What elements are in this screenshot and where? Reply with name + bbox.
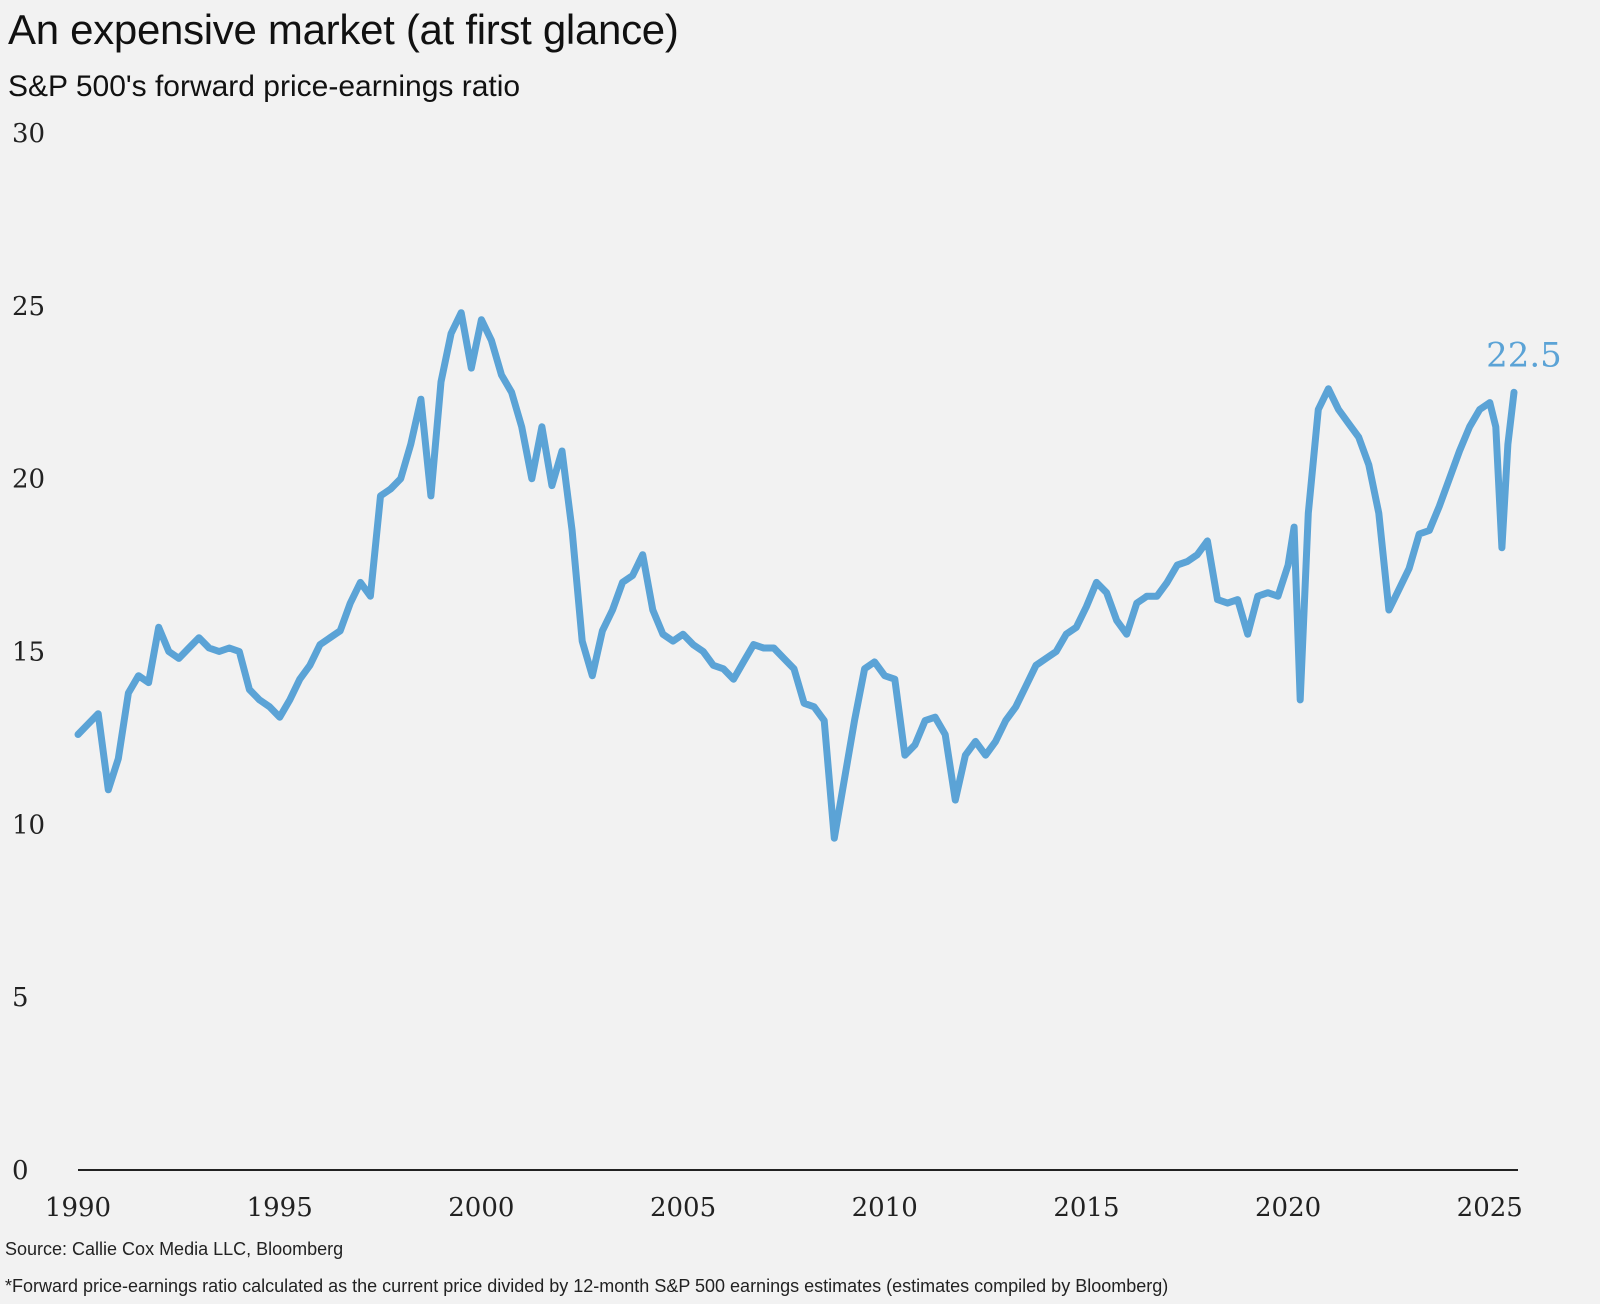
series-group: 22.5 [74,309,1562,842]
x-tick-label: 2000 [448,1193,514,1223]
end-value-label: 22.5 [1486,335,1562,375]
footnote: *Forward price-earnings ratio calculated… [5,1276,1169,1296]
chart-subtitle: S&P 500's forward price-earnings ratio [8,70,521,103]
y-tick-label: 0 [12,1156,29,1186]
y-tick-label: 5 [12,983,29,1013]
x-tick-label: 2020 [1255,1193,1321,1223]
x-tick-label: 1990 [45,1193,111,1223]
source-note: Source: Callie Cox Media LLC, Bloomberg [5,1239,344,1259]
x-tick-label: 2010 [852,1193,918,1223]
x-tick-label: 2015 [1053,1193,1119,1223]
y-tick-label: 25 [12,292,45,322]
y-tick-label: 15 [12,638,45,668]
series-line [74,309,1518,842]
y-tick-label: 30 [12,119,45,149]
x-axis-tick-labels: 1990 1995 2000 2005 2010 2015 2020 2025 [45,1193,1523,1223]
chart-title: An expensive market (at first glance) [8,6,679,53]
y-tick-label: 20 [12,465,45,495]
x-tick-label: 2025 [1457,1193,1523,1223]
x-tick-label: 1995 [247,1193,313,1223]
y-axis-tick-labels: 0 5 10 15 20 25 30 [12,119,45,1186]
y-tick-label: 10 [12,810,45,840]
x-tick-label: 2005 [650,1193,716,1223]
